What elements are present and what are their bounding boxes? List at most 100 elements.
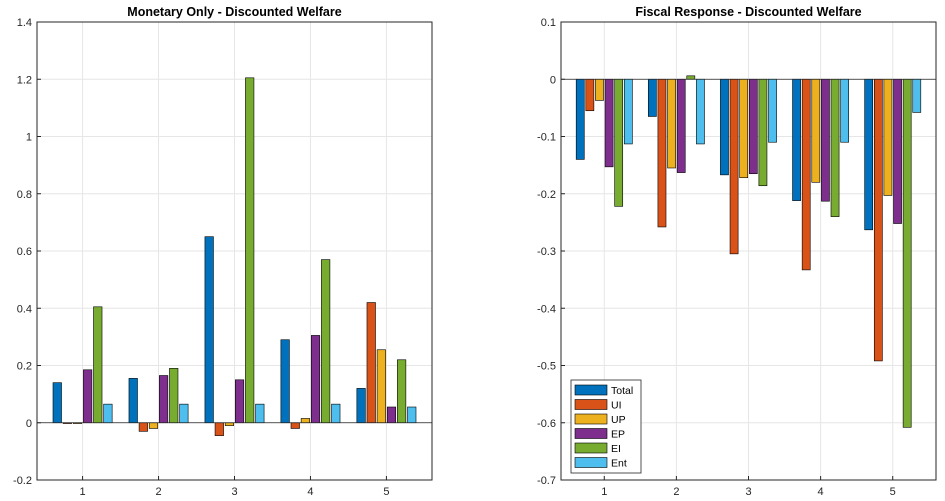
y-tick-label: 1.4 bbox=[17, 17, 32, 29]
bar-ei-5 bbox=[902, 78, 912, 428]
x-tick-label: 5 bbox=[890, 486, 896, 498]
bar-total-1 bbox=[52, 382, 62, 424]
legend: Total UI UP EP EI Ent bbox=[570, 379, 642, 474]
bar-total-4 bbox=[792, 78, 801, 201]
bar-total-3 bbox=[204, 236, 214, 424]
bar-ei-1 bbox=[614, 78, 624, 207]
bar-ei-1 bbox=[93, 306, 103, 424]
y-tick-label: 0 bbox=[26, 418, 32, 430]
bar-ui-5 bbox=[366, 302, 376, 424]
bar-ent-5 bbox=[912, 78, 922, 113]
bar-up-3 bbox=[224, 422, 234, 426]
x-tick-label: 1 bbox=[601, 486, 607, 498]
bar-total-5 bbox=[356, 388, 366, 424]
bar-ei-4 bbox=[830, 78, 840, 217]
legend-swatch-ent bbox=[574, 457, 608, 468]
bar-up-5 bbox=[376, 349, 386, 424]
bar-ep-4 bbox=[310, 335, 321, 424]
bar-up-3 bbox=[739, 78, 749, 179]
x-tick-label: 2 bbox=[155, 486, 161, 498]
y-tick-label: 0.1 bbox=[541, 17, 556, 29]
bar-ep-2 bbox=[676, 78, 686, 173]
y-tick-label: 1.2 bbox=[17, 74, 32, 86]
bar-total-5 bbox=[864, 78, 874, 231]
axes-box bbox=[560, 21, 937, 481]
bar-total-3 bbox=[720, 78, 729, 176]
bar-ent-4 bbox=[840, 78, 849, 143]
bar-ep-1 bbox=[604, 78, 614, 168]
bar-ep-3 bbox=[235, 379, 245, 424]
x-tick-label: 3 bbox=[231, 486, 237, 498]
y-tick-label: -0.6 bbox=[537, 418, 556, 430]
monetary-only-chart: Monetary Only - Discounted Welfare -0.2 0… bbox=[13, 5, 433, 498]
bar-total-1 bbox=[575, 78, 585, 160]
bar-up-1 bbox=[595, 78, 604, 101]
bar-ep-1 bbox=[83, 369, 93, 424]
bar-total-2 bbox=[648, 78, 657, 117]
legend-label-ep: EP bbox=[611, 429, 625, 441]
bar-ep-5 bbox=[386, 406, 397, 424]
x-tick-label: 1 bbox=[80, 486, 86, 498]
bar-ui-3 bbox=[214, 422, 224, 436]
y-tick-label: 0 bbox=[550, 74, 556, 86]
bar-ui-5 bbox=[873, 78, 883, 362]
bar-ei-3 bbox=[758, 78, 768, 187]
bar-up-5 bbox=[883, 78, 893, 196]
y-tick-label: -0.7 bbox=[537, 475, 556, 487]
legend-swatch-ui bbox=[574, 399, 608, 410]
bar-up-4 bbox=[300, 418, 310, 424]
y-tick-label: -0.5 bbox=[537, 361, 556, 373]
bar-ent-5 bbox=[407, 406, 417, 424]
y-tick-label: -0.3 bbox=[537, 246, 556, 258]
legend-swatch-ei bbox=[574, 442, 608, 454]
x-tick-label: 4 bbox=[307, 486, 313, 498]
y-tick-label: 0.2 bbox=[17, 361, 32, 373]
bar-ui-1 bbox=[585, 78, 595, 112]
y-tick-label: -0.2 bbox=[13, 475, 32, 487]
legend-label-total: Total bbox=[611, 385, 633, 397]
y-tick-label: -0.2 bbox=[537, 189, 556, 201]
bar-ep-3 bbox=[748, 78, 758, 175]
bar-ei-5 bbox=[397, 359, 407, 424]
legend-label-ui: UI bbox=[611, 400, 622, 412]
bar-ui-2 bbox=[138, 422, 148, 432]
bar-total-4 bbox=[280, 339, 290, 424]
legend-label-ei: EI bbox=[611, 443, 621, 455]
fiscal-response-chart: Fiscal Response - Discounted Welfare -0.… bbox=[537, 5, 937, 498]
legend-label-up: UP bbox=[611, 414, 626, 426]
y-tick-label: 0.4 bbox=[17, 303, 32, 315]
legend-swatch-total bbox=[574, 384, 608, 396]
bar-ei-4 bbox=[321, 259, 331, 424]
bar-ent-1 bbox=[623, 78, 633, 145]
bar-ei-2 bbox=[686, 75, 696, 80]
bar-ei-3 bbox=[245, 77, 255, 424]
bar-ep-5 bbox=[893, 78, 902, 224]
chart-title: Monetary Only - Discounted Welfare bbox=[127, 5, 341, 19]
bar-ui-2 bbox=[657, 78, 667, 228]
bar-total-2 bbox=[128, 378, 138, 424]
y-tick-label: 0.8 bbox=[17, 189, 32, 201]
chart-title: Fiscal Response - Discounted Welfare bbox=[635, 5, 861, 19]
legend-swatch-ep bbox=[574, 428, 608, 439]
bar-up-2 bbox=[667, 78, 676, 169]
bar-ent-1 bbox=[103, 403, 113, 424]
bar-ent-4 bbox=[331, 403, 341, 424]
legend-swatch-up bbox=[574, 413, 608, 425]
y-tick-label: 1 bbox=[26, 132, 32, 144]
legend-label-ent: Ent bbox=[611, 458, 627, 470]
bar-ui-4 bbox=[290, 422, 300, 429]
bar-ent-3 bbox=[255, 403, 265, 424]
bar-ui-3 bbox=[729, 78, 739, 255]
bar-ei-2 bbox=[169, 368, 179, 424]
bar-ui-4 bbox=[801, 78, 811, 271]
bar-up-2 bbox=[148, 422, 159, 429]
bar-ent-3 bbox=[768, 78, 777, 143]
x-tick-label: 2 bbox=[673, 486, 679, 498]
x-tick-label: 3 bbox=[745, 486, 751, 498]
bar-ent-2 bbox=[179, 403, 189, 424]
bar-ep-2 bbox=[159, 375, 169, 424]
y-tick-label: 0.6 bbox=[17, 246, 32, 258]
x-tick-label: 4 bbox=[818, 486, 824, 498]
bar-up-4 bbox=[811, 78, 821, 183]
